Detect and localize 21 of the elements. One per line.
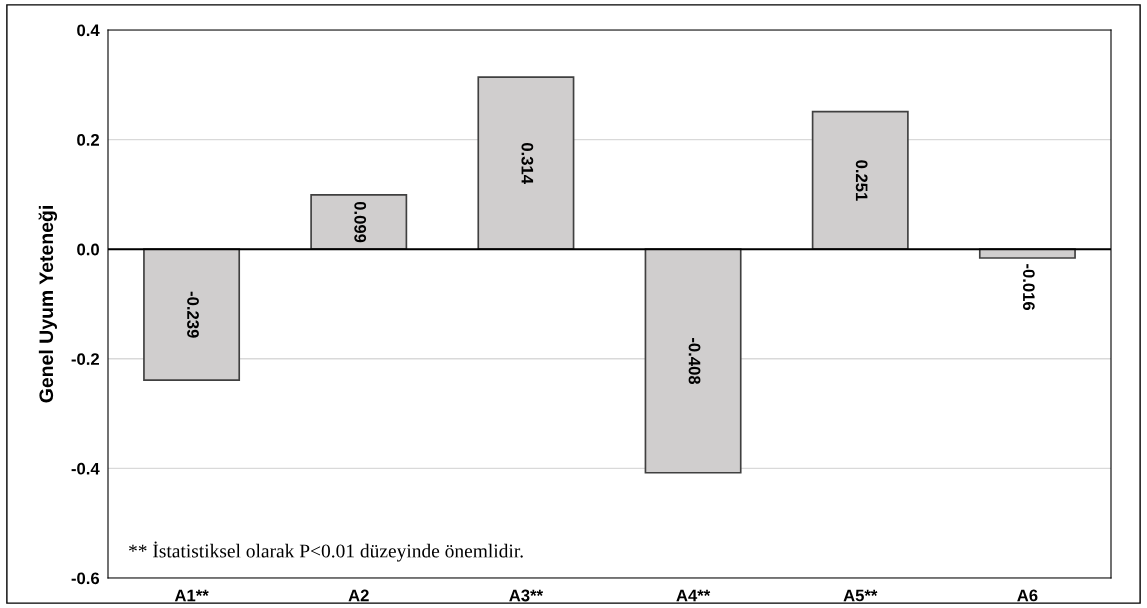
y-tick-label: 0.0 xyxy=(77,243,99,256)
bar xyxy=(310,194,408,251)
y-tick-label: -0.6 xyxy=(71,572,100,585)
data-label: 0.251 xyxy=(855,160,868,201)
data-label: 0.314 xyxy=(521,142,534,184)
y-tick-label: -0.2 xyxy=(71,353,99,365)
data-label: -0.239 xyxy=(187,291,199,338)
x-tick-label: A1** xyxy=(174,589,209,602)
x-tick-label: A5** xyxy=(843,589,878,602)
x-tick-label: A6 xyxy=(1017,589,1038,602)
x-tick-label: A2 xyxy=(348,589,369,602)
x-tick-label: A4** xyxy=(676,589,711,602)
y-tick-label: 0.2 xyxy=(77,134,99,146)
data-label: 0.099 xyxy=(354,201,367,243)
annotation: ** İstatistiksel olarak P<0.01 düzeyinde önemlidir. xyxy=(129,541,523,562)
data-label: -0.408 xyxy=(688,338,701,385)
y-tick-label: -0.4 xyxy=(71,462,100,475)
x-tick-label: A3** xyxy=(509,589,544,602)
y-tick-label: 0.4 xyxy=(77,24,100,37)
y-axis-title: Genel Uyum Yeteneği xyxy=(38,206,58,403)
data-label: -0.016 xyxy=(1022,264,1035,311)
